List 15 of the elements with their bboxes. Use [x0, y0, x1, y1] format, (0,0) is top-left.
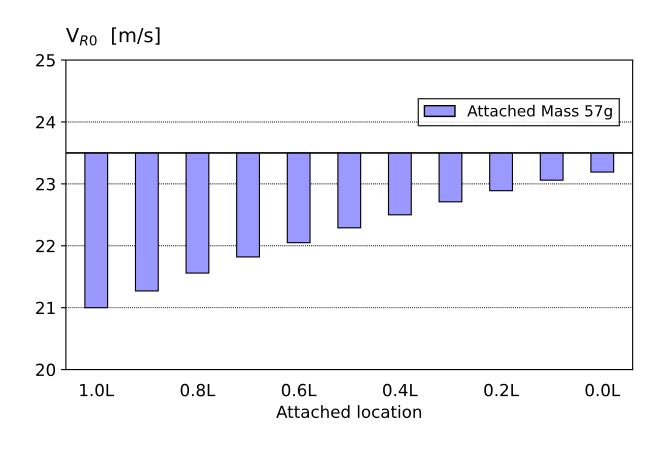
- x-tick-label: 1.0L: [80, 384, 114, 396]
- x-tick-label: 0.0L: [585, 384, 620, 396]
- y-tick-label: 21: [36, 302, 55, 314]
- y-tick-label: 22: [36, 240, 55, 252]
- y-tick-label: 23: [36, 178, 55, 190]
- x-tick-label: 0.6L: [282, 384, 316, 396]
- x-tick-label: 0.2L: [484, 384, 519, 396]
- x-tick-label: 0.8L: [180, 384, 216, 396]
- y-tick-label: 25: [36, 54, 55, 67]
- x-axis-title: Attached location: [276, 405, 422, 418]
- y-tick-label: 24: [36, 116, 56, 128]
- y-tick-label: 20: [36, 364, 56, 376]
- y-axis-title: V$_{R0}$ [m/s]: [66, 27, 160, 46]
- x-tick-label: 0.4L: [383, 384, 418, 396]
- legend-label: Attached Mass 57g: [467, 104, 612, 120]
